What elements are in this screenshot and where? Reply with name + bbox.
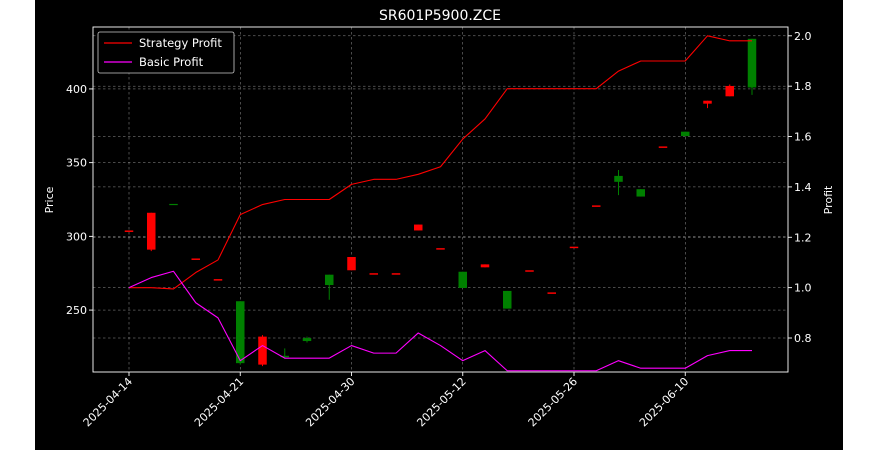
date-tick-label: 2025-05-12 [414, 375, 468, 429]
candles [124, 38, 757, 367]
legend-label-strategy: Strategy Profit [139, 36, 222, 50]
candle [503, 290, 512, 309]
candle [280, 348, 289, 359]
grid-lines [93, 27, 788, 372]
candle-body [703, 100, 712, 104]
candle [147, 212, 156, 252]
candle-body [681, 131, 690, 137]
date-tick-label: 2025-04-14 [81, 375, 135, 429]
candle [725, 84, 734, 97]
candle-body [436, 248, 445, 250]
profit-axis: 0.8 1.0 1.2 1.4 1.6 1.8 2.0 [788, 30, 812, 345]
candle [569, 246, 579, 249]
date-axis: 2025-04-14 2025-04-21 2025-04-30 2025-05-12… [81, 372, 691, 429]
candle-body [725, 85, 734, 97]
candle-body [658, 146, 668, 148]
candle [436, 248, 445, 250]
date-tick-label: 2025-04-21 [192, 375, 246, 429]
candle-body [503, 290, 512, 309]
profit-tick-label: 1.8 [794, 80, 812, 93]
candle-body [547, 292, 556, 294]
candle-body [236, 301, 245, 364]
candle-body [169, 203, 178, 206]
date-tick-label: 2025-04-30 [303, 375, 357, 429]
date-tick-label: 2025-05-26 [526, 375, 580, 429]
candle-body [213, 279, 223, 281]
candle [347, 257, 356, 271]
price-axis-label: Price [43, 186, 56, 213]
candle-body [147, 212, 156, 250]
price-tick-label: 400 [66, 83, 87, 96]
candle [391, 273, 401, 275]
candle-body [414, 224, 423, 231]
candle-body [325, 274, 334, 286]
basic-profit-line [128, 270, 752, 372]
candle-body [592, 205, 601, 207]
profit-lines [128, 35, 752, 372]
candle [414, 224, 423, 231]
candle [124, 230, 134, 232]
candle-body [391, 273, 401, 275]
profit-tick-label: 1.2 [794, 231, 812, 244]
price-tick-label: 300 [66, 230, 87, 243]
candle [325, 274, 334, 300]
candle [547, 292, 556, 294]
candle [747, 38, 757, 95]
candle-body [191, 258, 200, 260]
candle-body [747, 38, 757, 88]
profit-tick-label: 1.4 [794, 181, 812, 194]
profit-tick-label: 1.6 [794, 131, 812, 144]
profit-axis-label: Profit [822, 185, 835, 214]
candle [169, 203, 178, 206]
chart-figure: SR601P5900.ZCE 250 300 350 400 0.8 1.0 1.2 1.4… [35, 0, 843, 450]
profit-tick-label: 0.8 [794, 332, 812, 345]
candle [636, 189, 645, 197]
candle [525, 270, 534, 272]
candle [592, 205, 601, 207]
strategy-profit-line [129, 35, 752, 290]
candlestick-chart: SR601P5900.ZCE 250 300 350 400 0.8 1.0 1.2 1.4… [43, 8, 835, 429]
candle [236, 301, 245, 365]
candle-body [280, 355, 289, 358]
candle-body [458, 271, 467, 288]
candle-body [302, 338, 312, 342]
candle [369, 273, 378, 275]
candle [213, 279, 223, 281]
candle [258, 335, 267, 367]
candle [480, 264, 490, 268]
profit-tick-label: 2.0 [794, 30, 812, 43]
candle-body [480, 264, 490, 268]
profit-tick-label: 1.0 [794, 282, 812, 295]
chart-title: SR601P5900.ZCE [379, 8, 501, 24]
candle [458, 271, 467, 288]
legend-box [97, 31, 235, 74]
legend: Strategy Profit Basic Profit [97, 31, 235, 74]
candle [191, 258, 200, 260]
candle [614, 170, 623, 196]
candle-body [636, 189, 645, 197]
candle-body [369, 273, 378, 275]
candle-body [347, 257, 356, 271]
plot-frame [92, 26, 789, 373]
price-tick-label: 350 [66, 157, 87, 170]
candle-body [614, 175, 623, 182]
candle-body [525, 270, 534, 272]
price-tick-label: 250 [66, 304, 87, 317]
candle-body [124, 230, 134, 232]
candle [703, 100, 712, 109]
candle [658, 146, 668, 148]
candle [681, 131, 690, 137]
price-axis: 250 300 350 400 [66, 83, 93, 317]
candle [302, 336, 312, 343]
legend-label-basic: Basic Profit [139, 55, 204, 69]
candle-body [569, 246, 579, 249]
candle-body [258, 336, 267, 365]
date-tick-label: 2025-06-10 [637, 375, 691, 429]
